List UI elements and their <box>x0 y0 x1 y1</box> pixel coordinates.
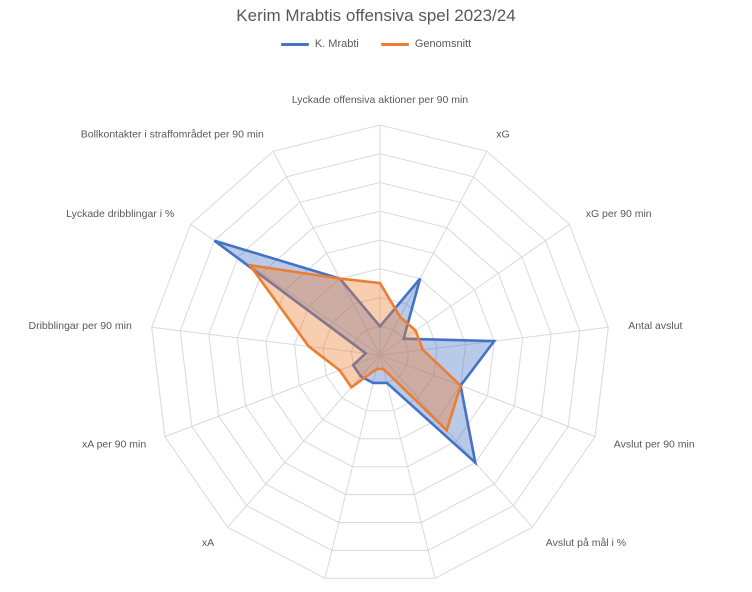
legend-item-average: Genomsnitt <box>380 38 472 50</box>
grid-ring-3 <box>293 268 467 440</box>
axis-label-5: Avslut på mål i % <box>546 537 626 549</box>
chart-title: Kerim Mrabtis offensiva spel 2023/24 <box>236 6 516 25</box>
grid-spoke-2 <box>379 223 570 356</box>
grid-spoke-9 <box>164 354 381 438</box>
axis-label-0: Lyckade offensiva aktioner per 90 min <box>292 94 468 106</box>
axis-label-10: Dribblingar per 90 min <box>28 320 131 332</box>
axis-label-9: xA per 90 min <box>82 439 146 451</box>
grid-ring-8 <box>151 124 609 579</box>
grid-ring-6 <box>208 181 552 523</box>
axis-label-8: xA <box>202 537 214 549</box>
grid-spoke-10 <box>151 326 381 356</box>
grid-spoke-1 <box>379 151 488 356</box>
legend-label-mrabti: K. Mrabti <box>314 38 359 50</box>
grid-spoke-7 <box>324 354 381 579</box>
axis-label-12: Bollkontakter i straffområdet per 90 min <box>81 129 264 141</box>
grid-spoke-5 <box>379 354 533 528</box>
axis-label-4: Avslut per 90 min <box>614 439 695 451</box>
legend: K. Mrabti Genomsnitt <box>0 38 752 50</box>
legend-swatch-mrabti <box>280 42 309 46</box>
axis-label-2: xG per 90 min <box>586 208 652 220</box>
grid-ring-7 <box>179 153 581 551</box>
legend-item-mrabti: K. Mrabti <box>280 38 359 50</box>
grid-spoke-6 <box>379 354 436 579</box>
legend-swatch-average <box>380 42 409 46</box>
axis-label-11: Lyckade dribblingar i % <box>66 208 174 220</box>
legend-label-average: Genomsnitt <box>414 38 472 50</box>
grid-spoke-4 <box>379 354 596 438</box>
grid-ring-5 <box>236 210 524 496</box>
axis-label-3: Antal avslut <box>628 320 682 332</box>
grid-spoke-12 <box>272 151 381 356</box>
series-average <box>247 263 463 433</box>
grid-ring-4 <box>265 239 495 468</box>
axis-label-1: xG <box>496 129 509 141</box>
